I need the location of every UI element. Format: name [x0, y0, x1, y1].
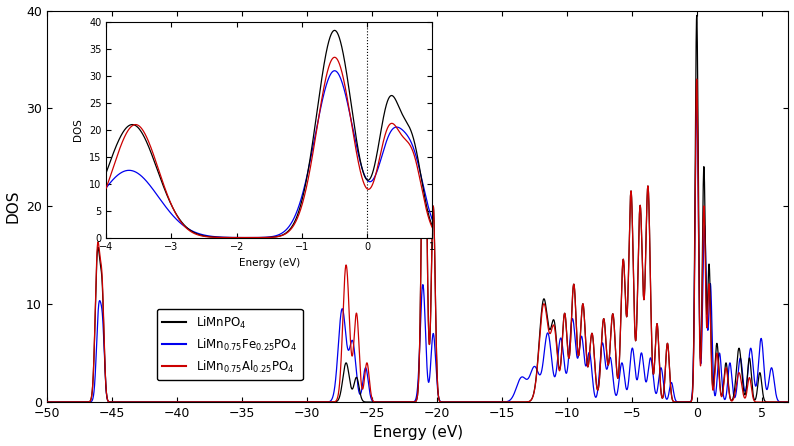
Y-axis label: DOS: DOS: [6, 190, 21, 223]
Legend: LiMnPO$_4$, LiMn$_{0.75}$Fe$_{0.25}$PO$_4$, LiMn$_{0.75}$Al$_{0.25}$PO$_4$: LiMnPO$_4$, LiMn$_{0.75}$Fe$_{0.25}$PO$_…: [156, 309, 303, 380]
X-axis label: Energy (eV): Energy (eV): [372, 425, 463, 441]
